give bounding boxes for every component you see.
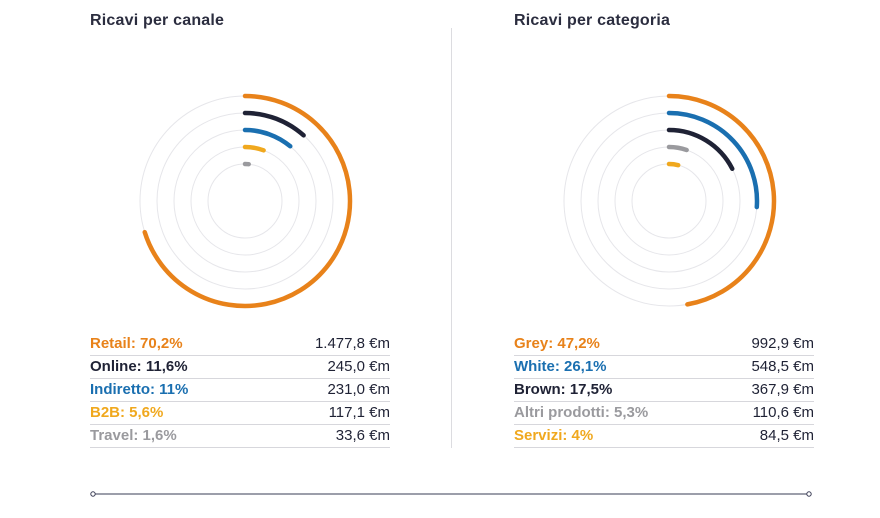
legend-row: Grey: 47,2% 992,9 €m bbox=[514, 334, 814, 356]
legend-label: Altri prodotti: 5,3% bbox=[514, 404, 649, 421]
arc-indiretto bbox=[242, 127, 293, 149]
legend-label: White: 26,1% bbox=[514, 358, 607, 375]
legend-row: Indiretto: 11% 231,0 €m bbox=[90, 380, 390, 402]
vertical-divider bbox=[451, 28, 452, 448]
legend-value: 992,9 €m bbox=[751, 335, 814, 352]
chart-title: Ricavi per categoria bbox=[514, 12, 671, 29]
legend-row: Altri prodotti: 5,3% 110,6 €m bbox=[514, 403, 814, 425]
legend-value: 548,5 €m bbox=[751, 358, 814, 375]
arc-retail bbox=[142, 93, 353, 309]
arc-white bbox=[666, 110, 760, 210]
legend-value: 110,6 €m bbox=[752, 404, 814, 421]
legend-row: Retail: 70,2% 1.477,8 €m bbox=[90, 334, 390, 356]
legend-canale: Retail: 70,2% 1.477,8 €m Online: 11,6% 245,… bbox=[90, 334, 390, 449]
legend-label: Retail: 70,2% bbox=[90, 335, 183, 352]
legend-row: Online: 11,6% 245,0 €m bbox=[90, 357, 390, 379]
arc-b2b bbox=[242, 144, 266, 153]
track-ring bbox=[173, 129, 317, 273]
legend-value: 231,0 €m bbox=[327, 381, 390, 398]
legend-label: Brown: 17,5% bbox=[514, 381, 613, 398]
bottom-rule bbox=[90, 491, 812, 497]
legend-label: Travel: 1,6% bbox=[90, 427, 177, 444]
legend-label: Grey: 47,2% bbox=[514, 335, 600, 352]
rule-end-dot bbox=[806, 491, 812, 497]
legend-label: Online: 11,6% bbox=[90, 358, 188, 375]
legend-value: 1.477,8 €m bbox=[314, 335, 390, 352]
legend-label: Servizi: 4% bbox=[514, 427, 594, 444]
radial-chart-canale bbox=[139, 93, 353, 309]
legend-label: Indiretto: 11% bbox=[90, 381, 189, 398]
rule-end-dot bbox=[90, 491, 96, 497]
chart-title: Ricavi per canale bbox=[90, 12, 225, 29]
legend-value: 245,0 €m bbox=[327, 358, 390, 375]
legend-value: 33,6 €m bbox=[335, 427, 390, 444]
track-ring bbox=[156, 112, 334, 290]
arc-altri-prodotti bbox=[666, 144, 689, 153]
radial-chart-categoria bbox=[563, 93, 777, 307]
legend-value: 84,5 €m bbox=[759, 427, 814, 444]
legend-row: Travel: 1,6% 33,6 €m bbox=[90, 426, 390, 448]
legend-label: B2B: 5,6% bbox=[90, 404, 164, 421]
legend-value: 367,9 €m bbox=[751, 381, 814, 398]
legend-row: White: 26,1% 548,5 €m bbox=[514, 357, 814, 379]
arc-brown bbox=[666, 127, 735, 172]
arc-online bbox=[242, 110, 306, 138]
legend-row: B2B: 5,6% 117,1 €m bbox=[90, 403, 390, 425]
legend-value: 117,1 €m bbox=[328, 404, 390, 421]
legend-categoria: Grey: 47,2% 992,9 €m White: 26,1% 548,5 €m B… bbox=[514, 334, 814, 449]
arc-grey bbox=[666, 93, 777, 307]
legend-row: Brown: 17,5% 367,9 €m bbox=[514, 380, 814, 402]
track-ring bbox=[631, 163, 707, 239]
track-ring bbox=[207, 163, 283, 239]
legend-row: Servizi: 4% 84,5 €m bbox=[514, 426, 814, 448]
arc-servizi bbox=[666, 161, 681, 168]
